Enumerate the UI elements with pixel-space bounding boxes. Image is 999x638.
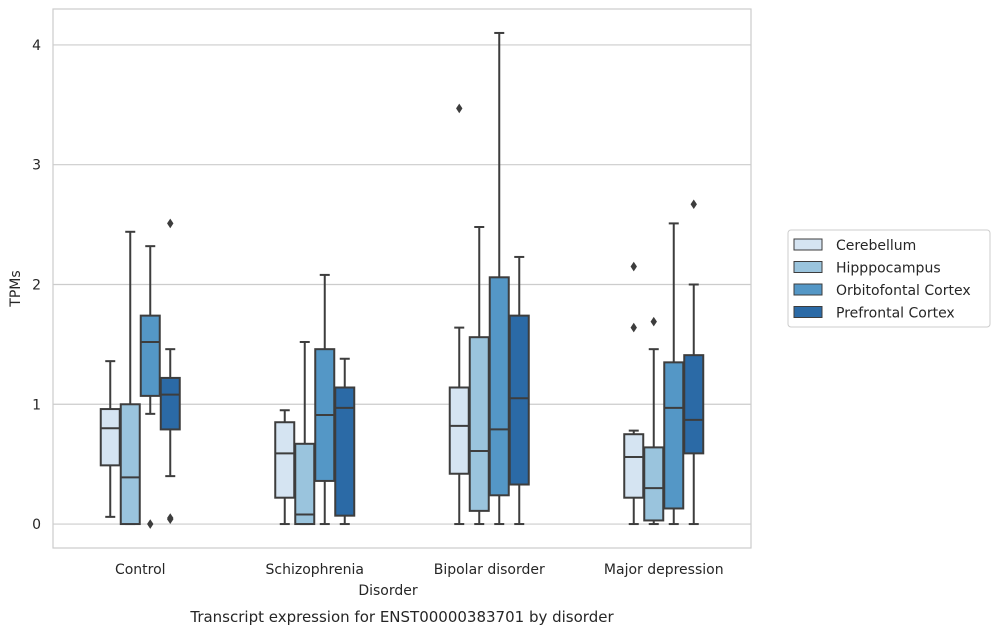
box-iqr [488,276,510,497]
box-hipppocampus [294,340,316,526]
y-tick-labels: 0 1 2 3 4 [32,38,41,533]
boxes [99,31,705,529]
box-orbitofontal-cortex [663,222,685,526]
x-tick-label: Schizophrenia [266,562,364,578]
legend-swatch [793,238,823,251]
box-prefrontal-cortex [334,357,356,526]
box-iqr [468,336,490,512]
outlier-point [630,261,637,272]
legend-item: Hipppocampus [793,261,941,277]
y-tick-label: 3 [32,158,41,174]
outlier-point [630,322,637,333]
box-prefrontal-cortex [508,255,530,526]
y-tick-label: 2 [32,277,41,293]
legend-item: Prefrontal Cortex [793,306,955,322]
legend-frame [787,229,991,328]
box-iqr [294,442,316,526]
legend-item: Cerebellum [793,238,916,254]
x-tick-label: Control [115,562,166,578]
box-hipppocampus [119,230,141,526]
outlier-point [690,199,697,210]
y-axis-label: TPMs [8,270,24,307]
legend: Cerebellum Hipppocampus Orbitofontal Corte… [787,229,991,328]
box-prefrontal-cortex [159,218,181,525]
box-iqr [663,361,685,510]
legend-swatch [793,261,823,273]
box-iqr [623,433,645,499]
x-axis-label: Disorder [358,583,418,599]
y-tick-label: 0 [32,517,41,533]
x-tick-labels: Control Schizophrenia Bipolar disorder Majo… [115,562,724,578]
box-iqr [139,314,161,397]
box-cerebellum [274,409,296,526]
chart-caption: Transcript expression for ENST0000038370… [189,608,614,626]
box-iqr [643,446,665,522]
box-iqr [683,354,705,455]
outlier-point [147,519,154,529]
legend-label: Cerebellum [836,238,916,254]
box-iqr [274,421,296,499]
box-orbitofontal-cortex [139,245,161,529]
y-tick-label: 4 [32,38,41,54]
box-iqr [119,403,141,526]
box-cerebellum [623,261,645,526]
legend-swatch [793,306,823,318]
box-cerebellum [99,360,121,518]
legend-label: Orbitofontal Cortex [836,283,971,299]
box-iqr [508,314,530,486]
box-hipppocampus [468,225,490,526]
box-iqr [448,386,470,475]
box-iqr [334,386,356,517]
x-tick-label: Bipolar disorder [434,562,545,578]
legend-label: Hipppocampus [836,261,941,277]
y-tick-label: 1 [32,397,41,413]
legend-label: Prefrontal Cortex [836,306,955,322]
box-iqr [159,376,181,431]
outlier-point [650,316,657,327]
outlier-point [167,514,174,525]
x-tick-label: Major depression [604,562,724,578]
legend-item: Orbitofontal Cortex [793,283,971,299]
box-prefrontal-cortex [683,199,705,526]
box-iqr [99,408,121,467]
plot-frame [52,8,752,549]
outlier-point [456,103,463,114]
outlier-point [167,218,174,229]
legend-swatch [793,283,823,296]
